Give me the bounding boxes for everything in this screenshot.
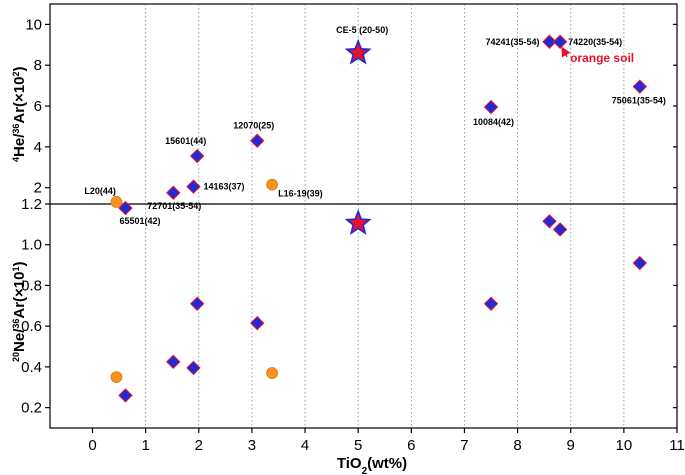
orange-soil-annotation: orange soil bbox=[570, 51, 634, 65]
x-tick-label-8: 8 bbox=[513, 437, 521, 454]
bottom-y-tick-label-0.6: 0.6 bbox=[21, 318, 42, 335]
top-y-tick-label-6: 6 bbox=[34, 98, 42, 115]
top-diamonds-point-5 bbox=[483, 99, 499, 115]
point-label: L16-19(39) bbox=[278, 189, 323, 199]
bottom-diamonds-point-0 bbox=[118, 388, 133, 403]
bottom-circles-point-1 bbox=[266, 367, 279, 379]
x-tick-label-6: 6 bbox=[407, 437, 415, 454]
bottom-circles-point-0 bbox=[110, 371, 123, 383]
top-diamonds-point-0 bbox=[118, 200, 133, 216]
x-tick-label-1: 1 bbox=[141, 437, 149, 454]
ticks-layer: 0 1 2 3 4 5 6 7 8 9 10 11 2 4 6 8 10 0.2 0.4 0.6 0.8 1.0 1.2 bbox=[21, 16, 685, 454]
bottom-y-tick-label-1.0: 1.0 bbox=[21, 237, 42, 254]
plot-frame bbox=[49, 3, 678, 429]
top-diamonds-point-8 bbox=[632, 79, 648, 94]
bottom-y-tick-label-0.4: 0.4 bbox=[21, 359, 42, 376]
point-label: 12070(25) bbox=[233, 121, 274, 131]
point-label: 65501(42) bbox=[119, 216, 160, 226]
x-tick-label-7: 7 bbox=[460, 437, 468, 454]
marks-layer bbox=[110, 34, 648, 403]
x-tick-label-4: 4 bbox=[301, 437, 309, 454]
point-label: 74241(35-54) bbox=[485, 37, 539, 47]
top-diamonds-point-1 bbox=[166, 185, 181, 200]
point-label: 14163(37) bbox=[203, 182, 244, 192]
top-circles-point-1 bbox=[266, 178, 279, 191]
bottom-diamonds-point-4 bbox=[250, 315, 265, 331]
x-axis-title: TiO2(wt%) bbox=[337, 455, 407, 475]
top-diamonds-point-6 bbox=[542, 34, 557, 49]
top-y-axis-title: 4He/36Ar(×102) bbox=[11, 67, 28, 163]
labels-layer: 65501(42) 72701(35-54)14163(37) 15601(44) 1… bbox=[84, 25, 665, 226]
top-y-tick-label-4: 4 bbox=[34, 139, 42, 156]
bottom-y-tick-label-1.2: 1.2 bbox=[21, 196, 42, 213]
x-tick-label-10: 10 bbox=[616, 437, 633, 454]
bottom-diamonds-point-5 bbox=[483, 296, 499, 311]
bottom-diamonds-point-6 bbox=[542, 214, 557, 229]
point-label: 75061(35-54) bbox=[612, 96, 666, 106]
bottom-y-tick-label-0.2: 0.2 bbox=[21, 400, 42, 417]
grid-layer bbox=[145, 4, 625, 428]
point-label: 72701(35-54) bbox=[147, 201, 201, 211]
bottom-diamonds-point-1 bbox=[166, 354, 181, 370]
top-diamonds-point-4 bbox=[250, 133, 265, 148]
top-diamonds-point-2 bbox=[186, 179, 201, 194]
x-tick-label-5: 5 bbox=[354, 437, 362, 454]
bottom-y-axis-title: 20Ne/36Ar(×101) bbox=[11, 262, 28, 363]
bottom-star-point-0 bbox=[344, 209, 372, 235]
bottom-diamonds-point-7 bbox=[552, 222, 568, 237]
bottom-diamonds-point-2 bbox=[186, 360, 201, 376]
point-label: 15601(44) bbox=[165, 136, 206, 146]
top-star-point-0 bbox=[344, 38, 372, 65]
top-diamonds-point-7 bbox=[552, 34, 568, 49]
annotation-layer: orange soil bbox=[561, 46, 634, 65]
x-tick-label-11: 11 bbox=[669, 437, 685, 454]
x-tick-label-3: 3 bbox=[248, 437, 256, 454]
point-label: CE-5 (20-50) bbox=[336, 25, 388, 35]
top-y-tick-label-10: 10 bbox=[25, 16, 42, 33]
axes-layer bbox=[49, 3, 678, 429]
x-tick-label-0: 0 bbox=[88, 437, 96, 454]
bottom-diamonds-point-8 bbox=[632, 255, 648, 271]
x-tick-label-2: 2 bbox=[195, 437, 203, 454]
point-label: 74220(35-54) bbox=[568, 37, 622, 47]
bottom-y-tick-label-0.8: 0.8 bbox=[21, 277, 42, 294]
bottom-diamonds-point-3 bbox=[189, 296, 205, 311]
x-tick-label-9: 9 bbox=[567, 437, 575, 454]
top-circles-point-0 bbox=[110, 196, 123, 208]
top-y-tick-label-2: 2 bbox=[34, 180, 42, 197]
orange-soil-arrow bbox=[561, 46, 571, 58]
point-label: 10084(42) bbox=[473, 117, 514, 127]
point-label: L20(44) bbox=[84, 186, 116, 196]
top-y-tick-label-8: 8 bbox=[34, 57, 42, 74]
top-diamonds-point-3 bbox=[189, 148, 205, 164]
